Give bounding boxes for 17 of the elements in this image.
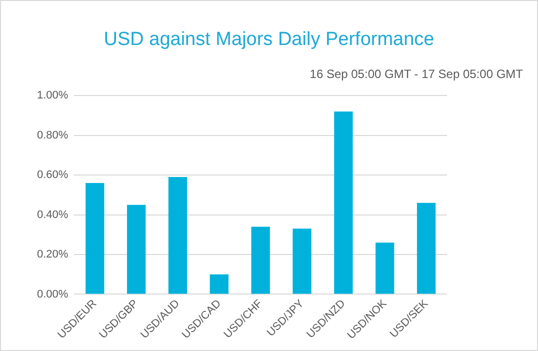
y-tick-label: 0.80% [36,129,68,142]
bar [376,242,394,294]
chart-title: USD against Majors Daily Performance [102,29,436,51]
bar [251,226,270,294]
bar [210,274,228,294]
bar [334,111,353,294]
bar [292,228,312,294]
y-tick-label: 0.00% [36,288,68,300]
y-tick-label: 0.60% [36,169,68,182]
y-tick-label: 0.40% [36,208,68,221]
chart-subtitle: 16 Sep 05:00 GMT - 17 Sep 05:00 GMT [310,67,523,81]
bar [168,177,188,294]
bar [416,202,436,294]
y-tick-label: 0.20% [36,248,68,261]
y-tick-label: 1.00% [36,90,68,102]
bar [127,204,146,294]
bar [86,182,104,294]
